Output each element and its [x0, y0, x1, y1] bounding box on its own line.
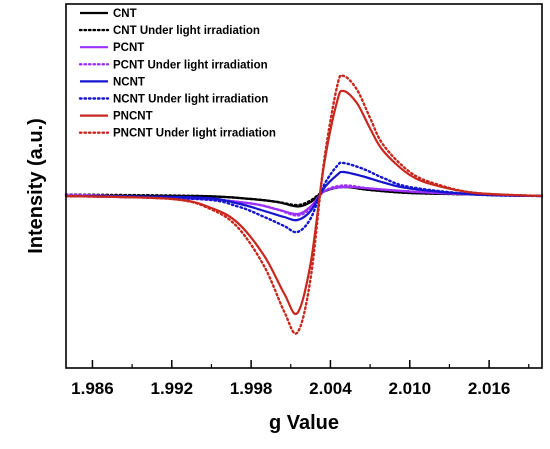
x-ticks: 1.986 1.992 1.998 2.004 2.010 2.016: [71, 360, 530, 398]
series-layer: [64, 74, 544, 335]
plot-frame: [65, 3, 543, 369]
series-line-2: [64, 185, 544, 207]
series-line-5: [65, 170, 543, 222]
legend-label: CNT: [113, 8, 137, 20]
x-tick-label: 2.010: [389, 379, 432, 398]
legend: CNT CNT Under light irradiation PCNT PCNT U…: [78, 8, 276, 140]
legend-label: PNCNT: [113, 111, 153, 123]
legend-label: NCNT Under light irradiation: [113, 94, 268, 106]
x-tick-label: 1.986: [71, 379, 114, 398]
series-line-8: [64, 74, 544, 335]
x-tick-label: 1.998: [230, 379, 273, 398]
series-line-3: [65, 185, 543, 216]
x-tick-label: 2.004: [309, 379, 352, 398]
legend-label: PNCNT Under light irradiation: [113, 128, 276, 140]
x-tick-label: 1.992: [151, 379, 194, 398]
series-line-6: [64, 161, 544, 234]
legend-label: PCNT: [113, 42, 144, 54]
legend-label: CNT Under light irradiation: [113, 25, 260, 37]
x-axis-title: g Value: [269, 412, 339, 434]
series-line-7: [65, 89, 543, 316]
legend-label: NCNT: [113, 76, 145, 88]
y-axis-title: Intensity (a.u.): [25, 118, 47, 254]
legend-label: PCNT Under light irradiation: [113, 59, 268, 71]
x-tick-label: 2.016: [468, 379, 511, 398]
